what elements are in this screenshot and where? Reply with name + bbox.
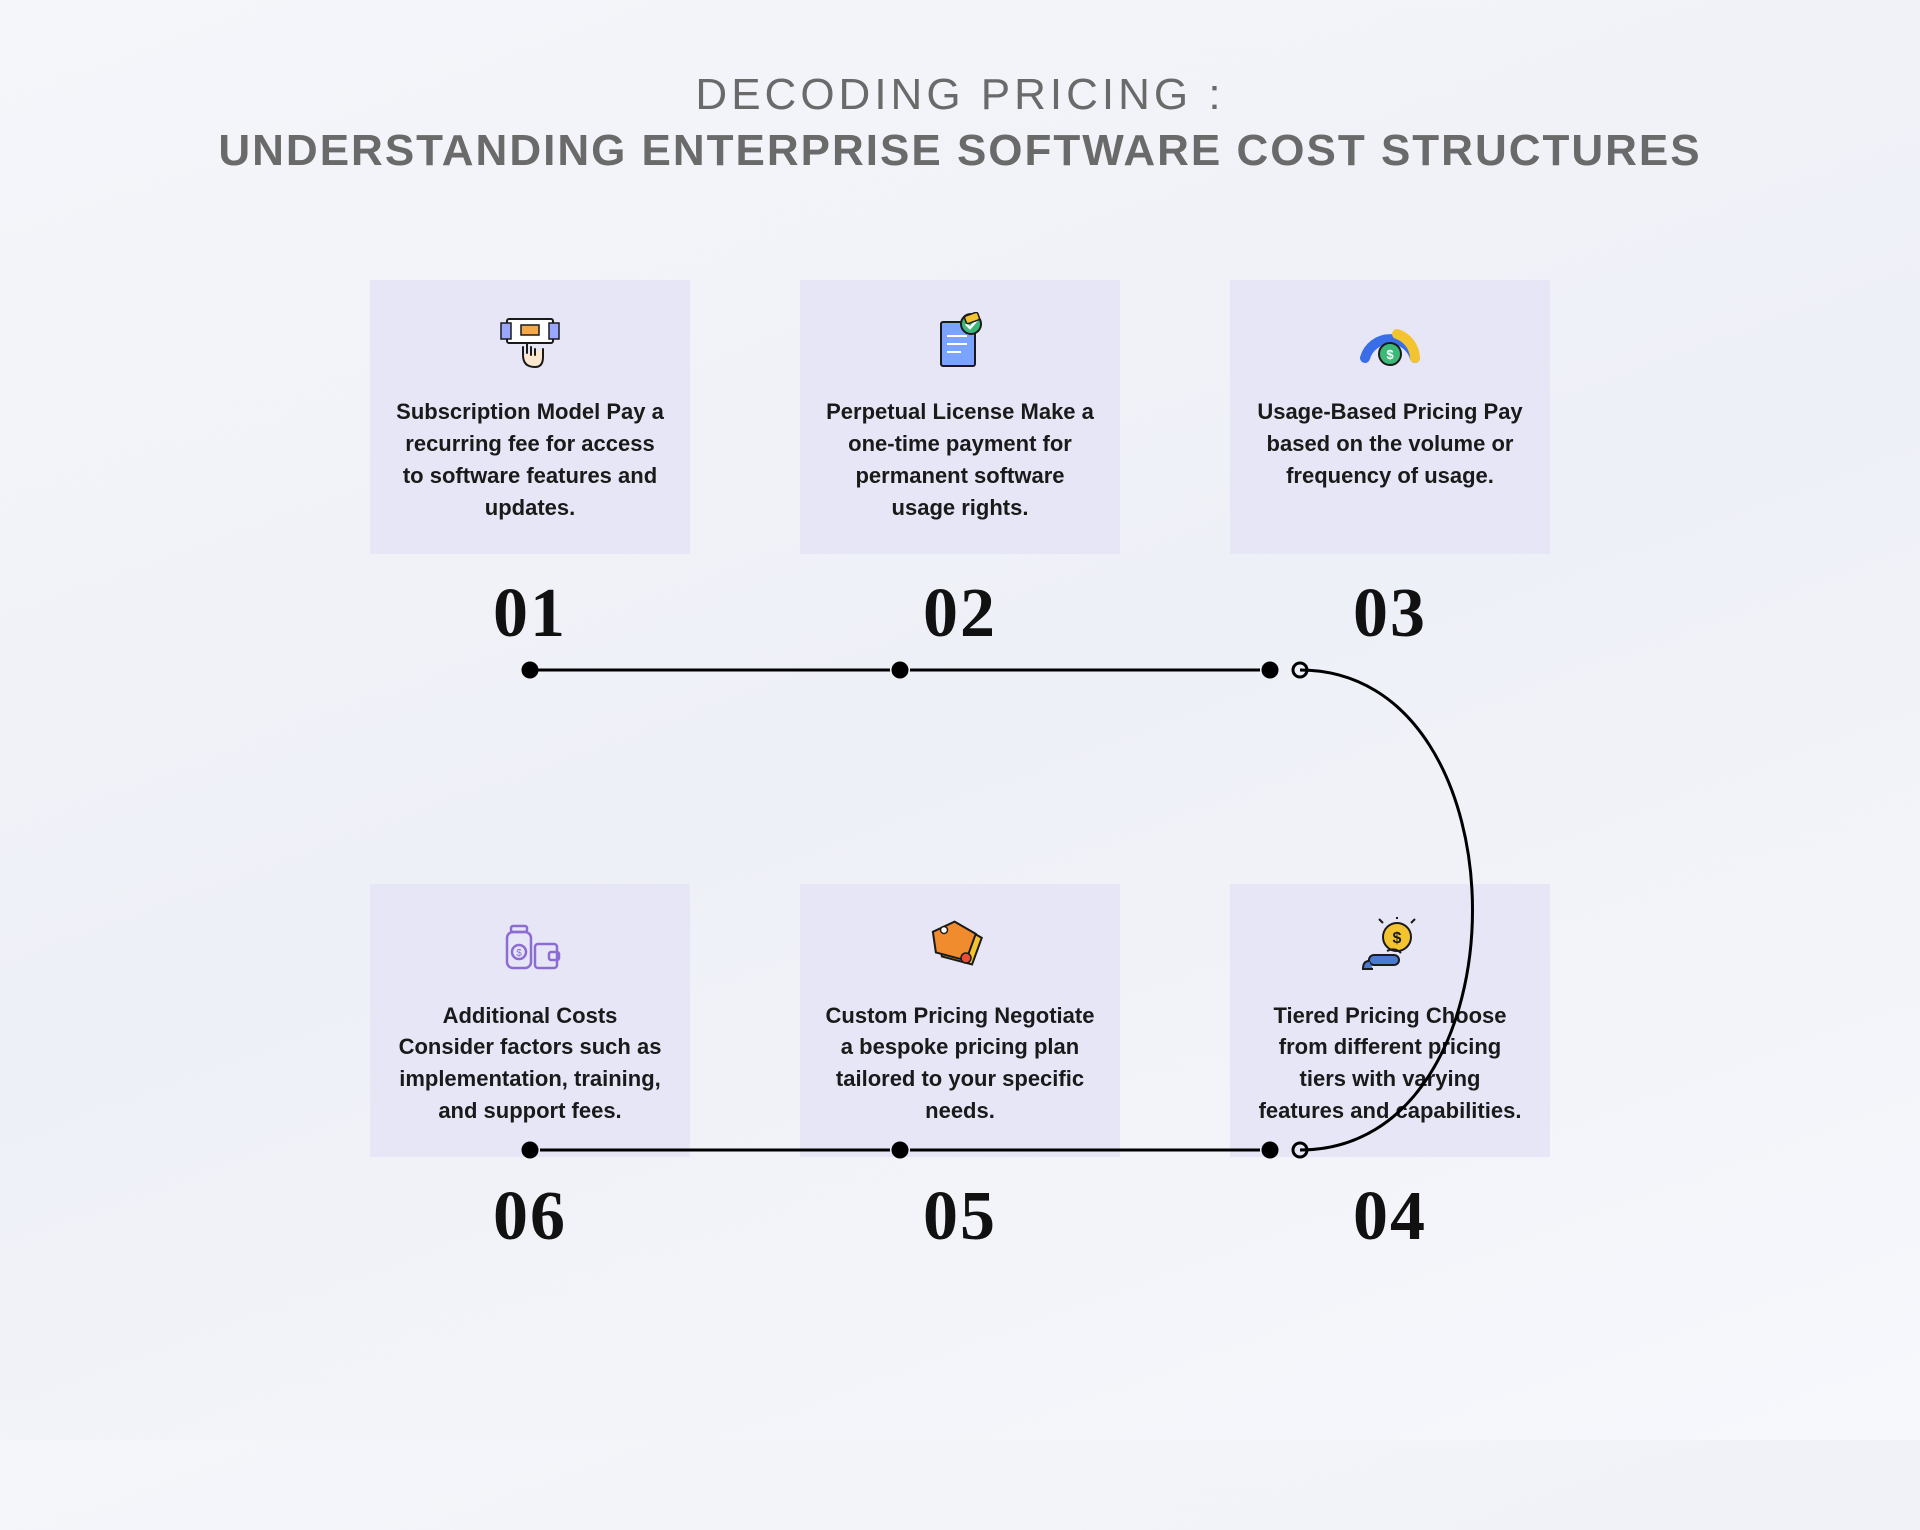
- card-text: Perpetual License Make a one-time paymen…: [824, 396, 1096, 524]
- card-text: Additional Costs Consider factors such a…: [394, 1000, 666, 1128]
- card-06: $ Additional Costs Consider factors such…: [370, 884, 690, 1158]
- card-04: $ Tiered Pricing Choose from different p…: [1230, 884, 1550, 1158]
- step-number: 05: [800, 1177, 1120, 1257]
- numbers-row-bottom: 06 05 04: [370, 1177, 1550, 1257]
- cards-row-bottom: $ Additional Costs Consider factors such…: [370, 884, 1550, 1158]
- price-tag-icon: [824, 912, 1096, 982]
- document-stamp-icon: [824, 308, 1096, 378]
- numbers-row-top: 01 02 03: [370, 574, 1550, 654]
- card-01: Subscription Model Pay a recurring fee f…: [370, 280, 690, 554]
- gauge-money-icon: $: [1254, 308, 1526, 378]
- jar-wallet-icon: $: [394, 912, 666, 982]
- cards-row-top: Subscription Model Pay a recurring fee f…: [370, 280, 1550, 554]
- card-02: Perpetual License Make a one-time paymen…: [800, 280, 1120, 554]
- svg-text:$: $: [516, 948, 522, 959]
- svg-text:$: $: [1393, 930, 1402, 947]
- hand-select-icon: [394, 308, 666, 378]
- title-line-2: UNDERSTANDING ENTERPRISE SOFTWARE COST S…: [0, 126, 1920, 176]
- step-number: 04: [1230, 1177, 1550, 1257]
- card-text: Usage-Based Pricing Pay based on the vol…: [1254, 396, 1526, 492]
- hand-coin-idea-icon: $: [1254, 912, 1526, 982]
- card-text: Custom Pricing Negotiate a bespoke prici…: [824, 1000, 1096, 1128]
- step-number: 02: [800, 574, 1120, 654]
- card-text: Subscription Model Pay a recurring fee f…: [394, 396, 666, 524]
- infographic-grid: Subscription Model Pay a recurring fee f…: [370, 280, 1550, 1257]
- step-number: 01: [370, 574, 690, 654]
- card-03: $ Usage-Based Pricing Pay based on the v…: [1230, 280, 1550, 554]
- card-text: Tiered Pricing Choose from different pri…: [1254, 1000, 1526, 1128]
- title-line-1: DECODING PRICING :: [0, 70, 1920, 120]
- step-number: 06: [370, 1177, 690, 1257]
- card-05: Custom Pricing Negotiate a bespoke prici…: [800, 884, 1120, 1158]
- step-number: 03: [1230, 574, 1550, 654]
- svg-text:$: $: [1386, 347, 1394, 362]
